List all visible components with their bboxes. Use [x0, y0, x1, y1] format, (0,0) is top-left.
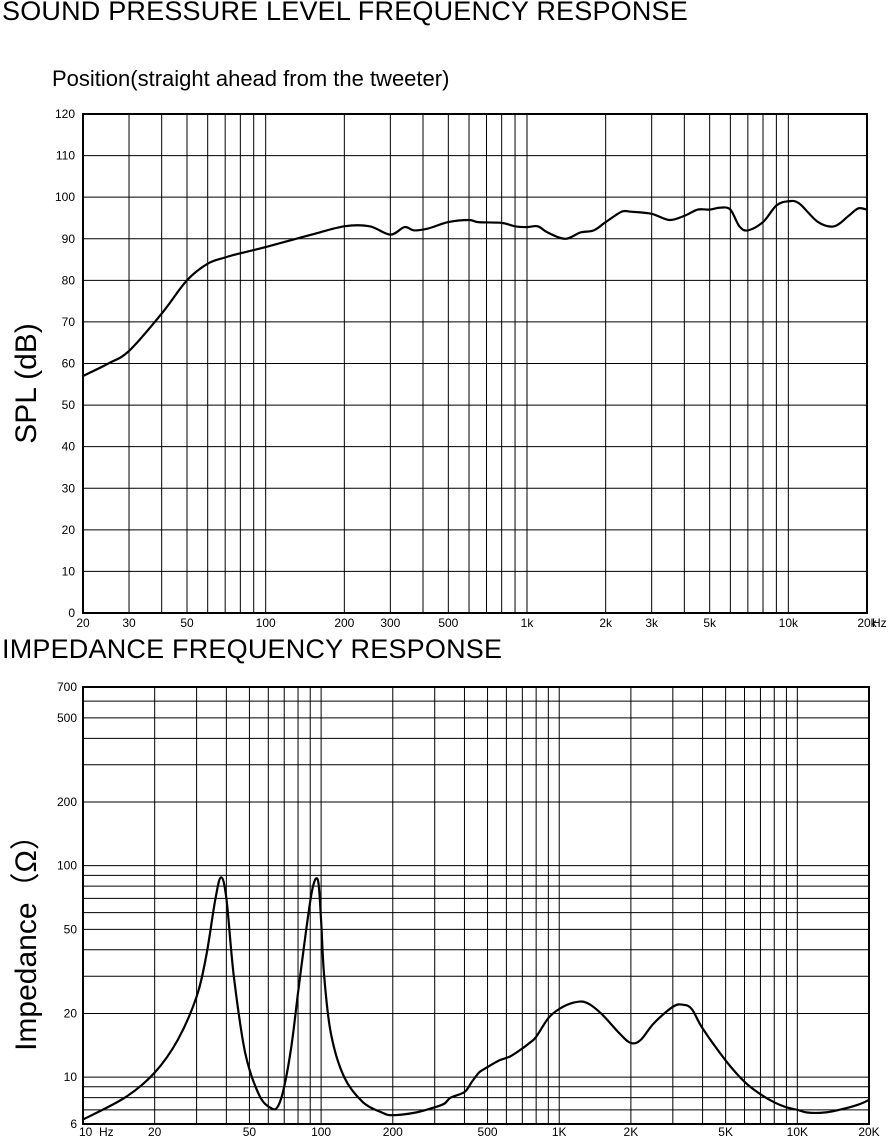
impedance-y-tick-label: 100 [57, 859, 77, 873]
spl-chart-ticks: 0 10 20 30 40 50 60 70 80 90 100 110 120 20 30 50 100 200… [55, 107, 878, 630]
spl-y-tick-label: 80 [62, 273, 76, 287]
impedance-chart-title: IMPEDANCE FREQUENCY RESPONSE [2, 634, 503, 664]
spl-y-axis-label: SPL (dB) [10, 323, 43, 444]
spl-x-unit-label: Hz [872, 616, 887, 630]
spl-y-tick-label: 70 [62, 315, 76, 329]
spl-x-tick-label: 2k [599, 616, 613, 630]
spl-y-tick-label: 110 [56, 149, 75, 163]
spl-y-tick-label: 100 [55, 190, 75, 204]
spl-series-line [81, 199, 869, 378]
spl-x-tick-label: 50 [180, 616, 194, 630]
impedance-y-tick-label: 700 [57, 680, 77, 694]
impedance-x-tick-label: 10 [79, 1125, 93, 1139]
spl-y-tick-label: 60 [62, 357, 76, 371]
spl-y-tick-label: 120 [55, 107, 75, 121]
impedance-x-tick-label: 20 [148, 1125, 162, 1139]
impedance-chart-grid [83, 687, 869, 1124]
spl-y-tick-label: 10 [62, 564, 76, 578]
spl-y-tick-label: 40 [62, 440, 76, 454]
impedance-x-tick-label: 5K [718, 1125, 733, 1139]
spl-x-tick-label: 500 [438, 616, 458, 630]
spl-x-tick-label: 1k [521, 616, 535, 630]
spl-y-tick-label: 0 [68, 606, 75, 620]
impedance-x-tick-label: 500 [478, 1125, 498, 1139]
spl-chart-title: SOUND PRESSURE LEVEL FREQUENCY RESPONSE [2, 0, 688, 26]
spl-x-tick-label: 100 [256, 616, 276, 630]
impedance-y-tick-label: 6 [70, 1117, 77, 1131]
impedance-y-tick-label: 20 [64, 1006, 78, 1020]
spl-chart-grid [83, 114, 867, 613]
impedance-plot-frame [82, 686, 870, 1125]
impedance-x-tick-label: 100 [311, 1125, 331, 1139]
spl-x-tick-label: 30 [122, 616, 136, 630]
impedance-series-line [81, 876, 871, 1121]
spl-x-tick-label: 20k [857, 616, 877, 630]
spl-x-tick-label: 300 [380, 616, 400, 630]
impedance-x-tick-label: 10K [787, 1125, 808, 1139]
impedance-x-tick-label: 1K [552, 1125, 567, 1139]
impedance-y-axis-label: Impedance（Ω） [10, 820, 43, 1051]
impedance-x-tick-label: 50 [243, 1125, 257, 1139]
impedance-y-tick-label: 500 [57, 711, 77, 725]
spl-plot-frame [82, 113, 868, 614]
impedance-x-unit-label: Hz [99, 1125, 114, 1139]
spl-x-tick-label: 3k [645, 616, 659, 630]
impedance-y-tick-label: 10 [64, 1070, 78, 1084]
spl-x-tick-label: 20 [76, 616, 90, 630]
impedance-y-tick-label: 200 [57, 795, 77, 809]
impedance-x-tick-label: 200 [383, 1125, 403, 1139]
spl-chart-subtitle: Position(straight ahead from the tweeter… [52, 66, 450, 91]
impedance-x-tick-label: 20K [858, 1125, 879, 1139]
spl-x-tick-label: 200 [334, 616, 354, 630]
impedance-y-tick-label: 50 [64, 922, 78, 936]
impedance-x-tick-label: 2K [624, 1125, 639, 1139]
spl-x-tick-label: 5k [703, 616, 717, 630]
spl-y-tick-label: 50 [62, 398, 76, 412]
spl-x-tick-label: 10k [779, 616, 799, 630]
spl-y-tick-label: 30 [62, 481, 76, 495]
spl-y-tick-label: 20 [62, 523, 76, 537]
spl-y-tick-label: 90 [62, 232, 76, 246]
